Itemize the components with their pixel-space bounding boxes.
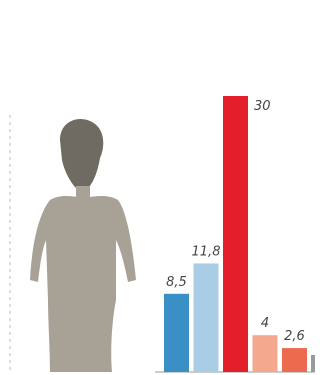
bar bbox=[253, 335, 278, 372]
chart: 8,5 11,8 30 4 2,6 bbox=[0, 0, 315, 375]
value-label: 2,6 bbox=[284, 329, 305, 344]
bar bbox=[282, 348, 307, 372]
value-label: 30 bbox=[254, 99, 271, 114]
bar bbox=[223, 96, 248, 372]
bar bbox=[194, 263, 219, 372]
bar bbox=[164, 294, 189, 372]
value-label: 8,5 bbox=[166, 275, 187, 290]
partial-bar bbox=[311, 355, 315, 372]
value-label: 4 bbox=[261, 316, 269, 331]
page: 8,511,83042,6 (() => { const data = JSON… bbox=[0, 0, 320, 375]
value-label: 11,8 bbox=[192, 244, 221, 259]
woman-silhouette bbox=[30, 119, 136, 372]
